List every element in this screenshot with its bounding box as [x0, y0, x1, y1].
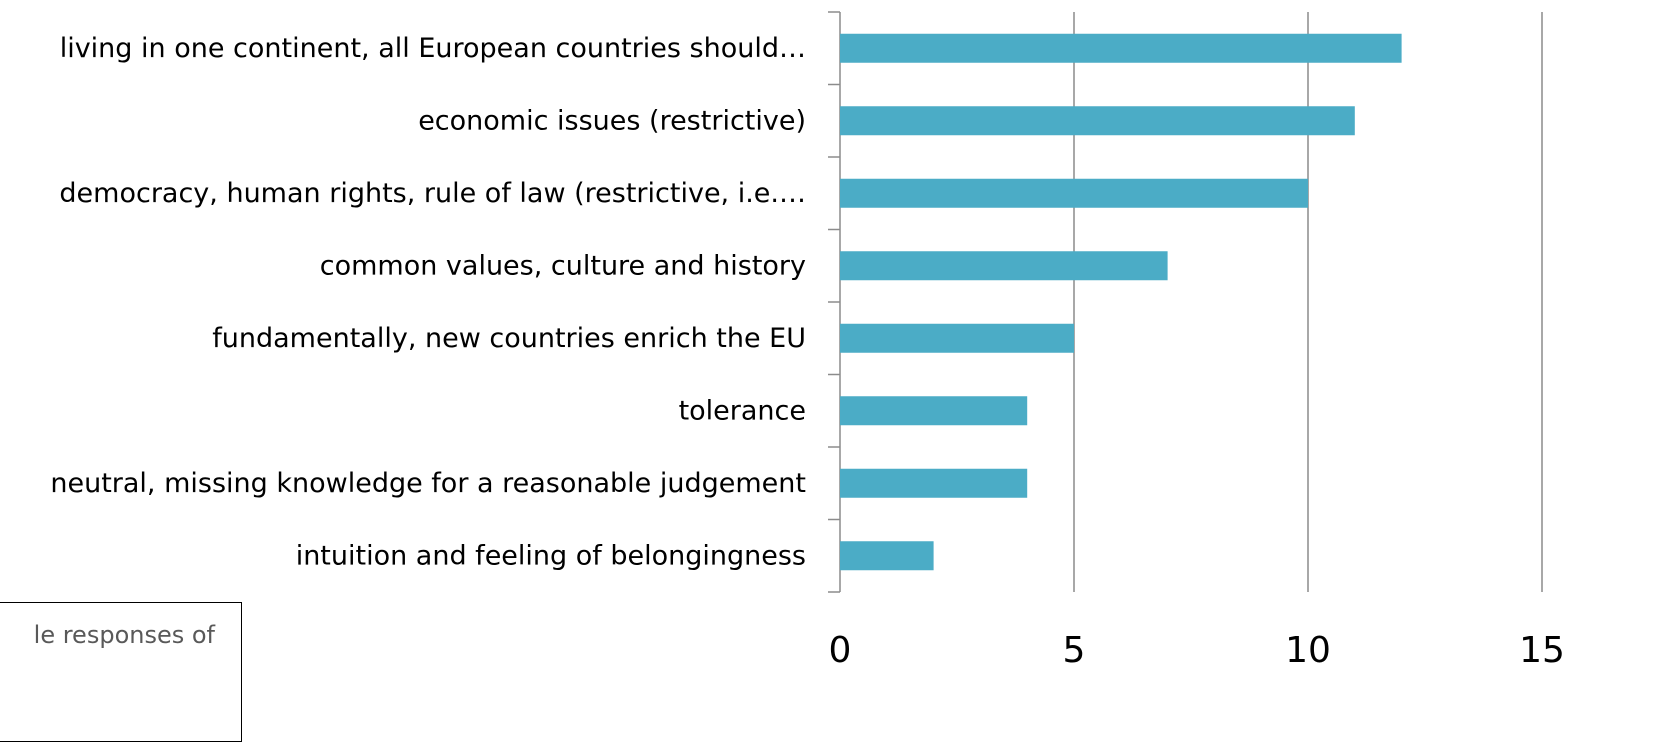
- category-label-7: neutral, missing knowledge for a reasona…: [50, 468, 806, 499]
- bar-5: [840, 323, 1074, 353]
- bar-chart: living in one continent, all European co…: [50, 11, 1565, 671]
- x-tick-label-10: 10: [1285, 630, 1331, 671]
- x-tick-label-15: 15: [1519, 630, 1565, 671]
- bar-6: [840, 396, 1028, 426]
- category-axis: [828, 11, 841, 593]
- tick-labels: 0 5 10 15: [829, 630, 1565, 671]
- category-label-6: tolerance: [679, 395, 806, 426]
- bar-1: [840, 33, 1402, 63]
- category-label-4: common values, culture and history: [320, 250, 806, 281]
- note-box: le responses of: [0, 602, 242, 742]
- category-label-1: living in one continent, all European co…: [60, 33, 806, 64]
- bar-3: [840, 178, 1308, 208]
- category-label-3: democracy, human rights, rule of law (re…: [59, 178, 806, 209]
- bar-2: [840, 106, 1355, 136]
- category-label-2: economic issues (restrictive): [418, 105, 806, 136]
- category-label-8: intuition and feeling of belongingness: [296, 540, 806, 571]
- bar-4: [840, 251, 1168, 281]
- gridlines: [1073, 12, 1543, 592]
- bar-7: [840, 468, 1028, 498]
- x-tick-label-5: 5: [1063, 630, 1086, 671]
- x-tick-label-0: 0: [829, 630, 852, 671]
- bars: [840, 33, 1402, 571]
- category-label-5: fundamentally, new countries enrich the …: [212, 323, 806, 354]
- bar-8: [840, 541, 934, 571]
- category-labels: living in one continent, all European co…: [50, 33, 806, 572]
- note-text: le responses of: [33, 621, 215, 649]
